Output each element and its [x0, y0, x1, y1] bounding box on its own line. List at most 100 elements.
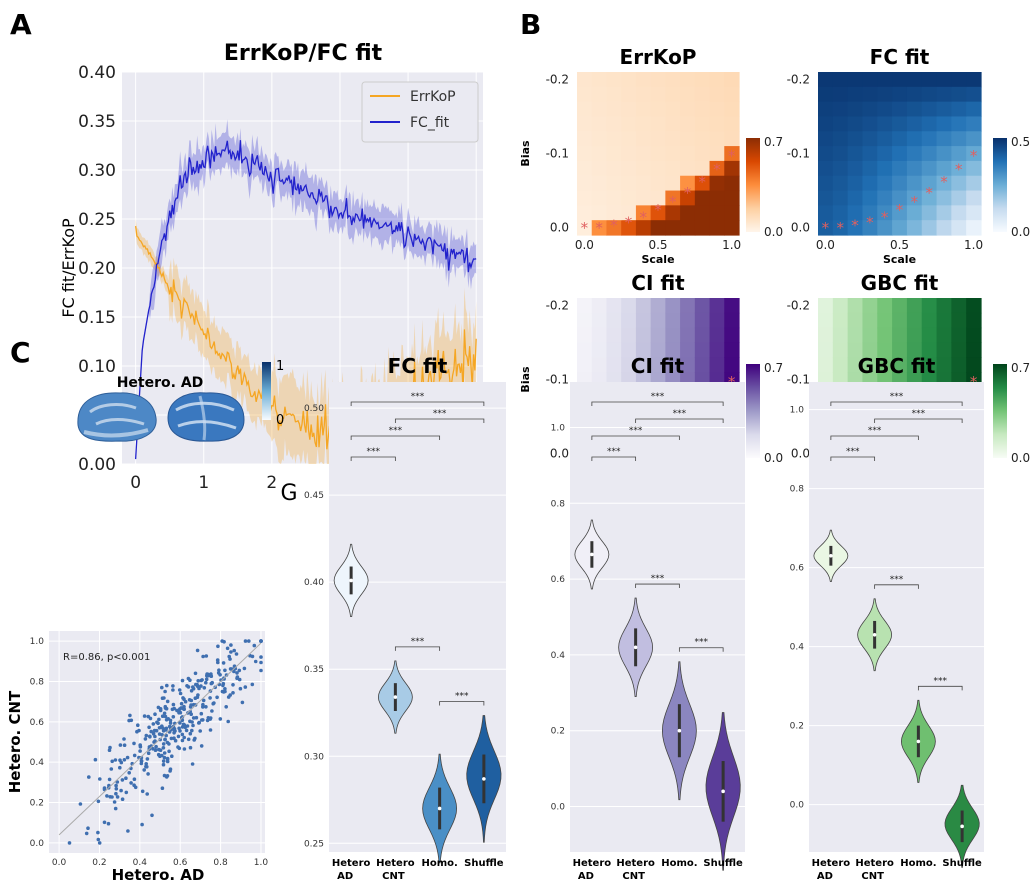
scatter-point [221, 661, 226, 665]
heatmap-cell [966, 205, 982, 221]
violin-title: GBC fit [858, 354, 936, 378]
violin-y-tick: 0.2 [790, 722, 804, 732]
scatter-point [162, 773, 167, 778]
scatter-point [259, 655, 263, 659]
heatmap-cell [847, 72, 864, 88]
scatter-point [160, 786, 165, 790]
scatter-point [170, 754, 174, 758]
violin-y-tick: 0.6 [790, 564, 805, 574]
scatter-x-tick: 0.2 [92, 858, 106, 868]
heatmap-cell [680, 86, 696, 103]
scatter-point [190, 720, 194, 724]
violin-title: FC fit [388, 354, 448, 378]
optimum-star-marker: * [970, 147, 978, 165]
heatmap-cell [921, 101, 938, 118]
violin-median-dot [872, 632, 877, 637]
heatmap-cell [818, 190, 834, 206]
heatmap-cell [694, 312, 711, 329]
violin-y-tick: 0.30 [304, 752, 324, 762]
violin-category-label: Homo. [421, 858, 457, 869]
heatmap-cell [635, 116, 652, 132]
scatter-point [165, 774, 170, 778]
scatter-point [194, 682, 198, 687]
heatmap-cell [832, 357, 849, 373]
scatter-point [157, 732, 162, 736]
heatmap-cell [680, 298, 696, 314]
scatter-point [67, 841, 72, 845]
scatter-point [171, 715, 176, 719]
heatmap-cell [921, 205, 938, 221]
heatmap-xlabel: Scale [883, 253, 916, 266]
heatmap-title: ErrKoP [620, 45, 697, 69]
optimum-star-marker: * [698, 173, 706, 191]
scatter-point [188, 731, 193, 736]
y-tick-label: 0.30 [78, 161, 116, 181]
colorbar-min-label: 0.0 [764, 225, 783, 239]
heatmap-cell [862, 312, 878, 329]
heatmap-cell [877, 146, 893, 162]
heatmap-cell [665, 116, 681, 132]
heatmap-cell [606, 298, 622, 314]
heatmap-cell [847, 101, 864, 118]
heatmap-cell [921, 72, 938, 88]
significance-label: *** [629, 426, 643, 436]
heatmap-cell [724, 86, 740, 103]
heatmap-cell [606, 175, 622, 192]
scatter-y-tick: 0.6 [30, 718, 45, 728]
heatmap-cell [591, 101, 608, 118]
heatmap-cell [577, 116, 593, 132]
scatter-point [165, 699, 170, 704]
heatmap-cell [862, 175, 878, 192]
heatmap-cell [606, 220, 622, 236]
heatmap-cell [832, 86, 849, 103]
heatmap-cell [906, 131, 923, 147]
violin-y-tick: 1.0 [551, 423, 566, 433]
optimum-star-marker: * [684, 184, 692, 202]
heatmap-cell [951, 131, 967, 147]
heatmap-cell [665, 86, 681, 103]
heatmap-cell [577, 160, 593, 177]
scatter-point [201, 698, 206, 703]
heatmap-cell [951, 342, 967, 358]
heatmap-cell [709, 175, 725, 192]
heatmap-cell [951, 101, 967, 118]
heatmap-cell [951, 146, 967, 162]
heatmap-cell [606, 312, 622, 329]
heatmap-x-tick: 1.0 [964, 238, 983, 252]
scatter-point [146, 714, 151, 719]
scatter-point [96, 830, 100, 835]
optimum-star-marker: * [640, 208, 648, 226]
violin-median-dot [960, 824, 964, 829]
scatter-point [205, 672, 209, 676]
heatmap-cell [635, 190, 652, 206]
heatmap-cell [951, 357, 967, 373]
optimum-star-marker: * [595, 219, 603, 237]
heatmap-y-tick: 0.0 [791, 221, 810, 235]
scatter-point [156, 705, 161, 710]
heatmap-x-tick: 0.0 [816, 238, 835, 252]
scatter-ylabel: Hetero. CNT [6, 690, 24, 793]
scatter-point [234, 652, 239, 656]
panel-a-title: ErrKoP/FC fit [224, 41, 383, 66]
heatmap-cell [577, 86, 593, 103]
violin-y-tick: 0.40 [304, 578, 324, 588]
scatter-point [259, 639, 263, 643]
heatmap-cell [606, 160, 622, 177]
heatmap-cell [709, 220, 725, 236]
violin-median-dot [437, 806, 442, 811]
violin-category-label: Hetero [573, 858, 612, 869]
heatmap-cell [591, 190, 608, 206]
heatmap-cell [665, 146, 681, 162]
brain-map-title: Hetero. AD [117, 375, 204, 391]
brain-cbar-max: 1 [276, 359, 284, 374]
heatmap-cell [577, 220, 593, 236]
heatmap-cell [892, 205, 908, 221]
scatter-point [176, 734, 181, 739]
heatmap-cell [847, 146, 864, 162]
scatter-point [113, 806, 118, 811]
scatter-point [172, 727, 177, 731]
optimum-star-marker: * [881, 208, 889, 226]
heatmap-cell [577, 357, 593, 373]
violin-category-sublabel: AD [337, 871, 353, 882]
significance-label: *** [651, 574, 665, 584]
